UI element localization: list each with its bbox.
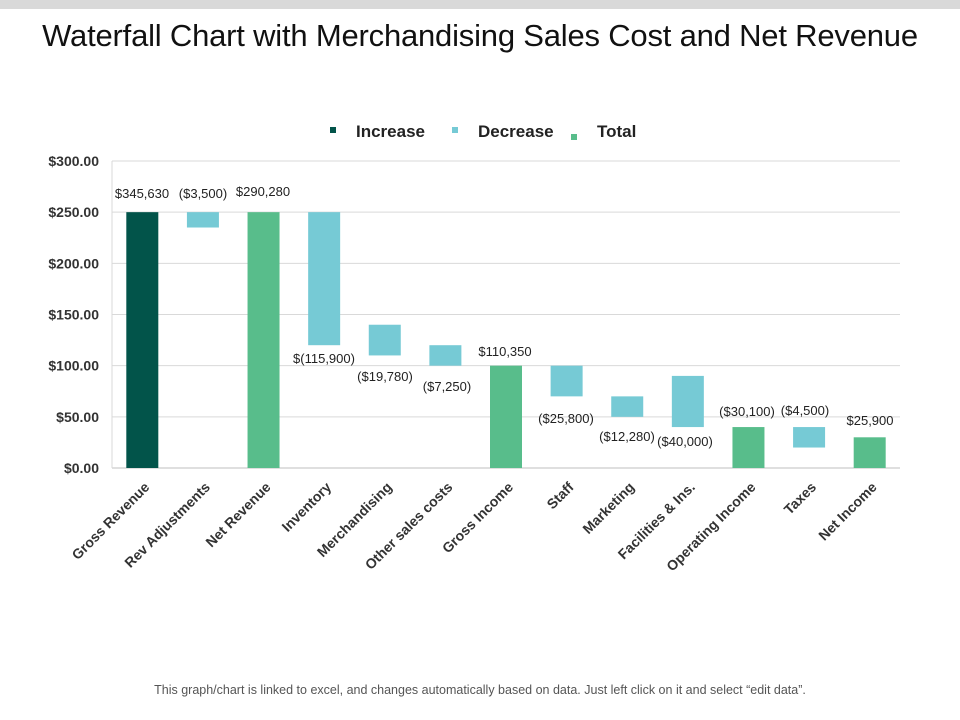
y-tick-label: $150.00 [48, 307, 99, 323]
bar-total [247, 212, 280, 468]
legend-label-decrease: Decrease [478, 122, 554, 141]
data-label: ($25,800) [538, 411, 594, 426]
bar-total [732, 427, 765, 468]
x-tick-label: Marketing [579, 479, 637, 537]
data-label: ($30,100) [719, 404, 775, 419]
data-label: ($12,280) [599, 429, 655, 444]
bar-total [490, 365, 522, 468]
x-tick-label: Staff [543, 479, 577, 513]
data-label: $345,630 [115, 186, 169, 201]
bar-decrease [368, 324, 401, 356]
bar-increase [126, 212, 159, 468]
bar-decrease [611, 396, 644, 417]
data-label: $290,280 [236, 184, 290, 199]
bar-decrease [429, 345, 462, 366]
y-tick-label: $300.00 [48, 153, 99, 169]
y-tick-label: $200.00 [48, 255, 99, 271]
data-label: ($3,500) [179, 186, 227, 201]
data-label: $(115,900) [293, 351, 355, 366]
data-label: ($19,780) [357, 369, 413, 384]
bar-decrease [550, 365, 583, 397]
bar-decrease [308, 212, 341, 346]
x-tick-label: Taxes [781, 479, 820, 518]
legend-swatch-total [571, 134, 577, 140]
bar-decrease [671, 375, 704, 428]
legend-swatch-increase [330, 127, 336, 133]
x-tick-label: Net Income [815, 479, 880, 544]
bar-total [853, 437, 886, 468]
y-tick-label: $100.00 [48, 358, 99, 374]
x-tick-label: Net Revenue [202, 479, 273, 550]
data-label: ($7,250) [423, 379, 471, 394]
legend-label-increase: Increase [356, 122, 425, 141]
top-bar [0, 0, 960, 9]
y-tick-label: $250.00 [48, 204, 99, 220]
x-tick-label: Inventory [278, 479, 334, 535]
y-tick-label: $50.00 [56, 409, 99, 425]
legend-swatch-decrease [452, 127, 458, 133]
bar-decrease [186, 212, 219, 228]
data-label: $110,350 [478, 344, 531, 359]
bar-decrease [793, 427, 826, 448]
data-label: $25,900 [847, 413, 894, 428]
data-label: ($4,500) [781, 403, 829, 418]
y-tick-label: $0.00 [64, 460, 99, 476]
chart-title: Waterfall Chart with Merchandising Sales… [42, 18, 918, 53]
data-label: ($40,000) [657, 434, 713, 449]
footer-note: This graph/chart is linked to excel, and… [154, 683, 806, 697]
legend-label-total: Total [597, 122, 636, 141]
